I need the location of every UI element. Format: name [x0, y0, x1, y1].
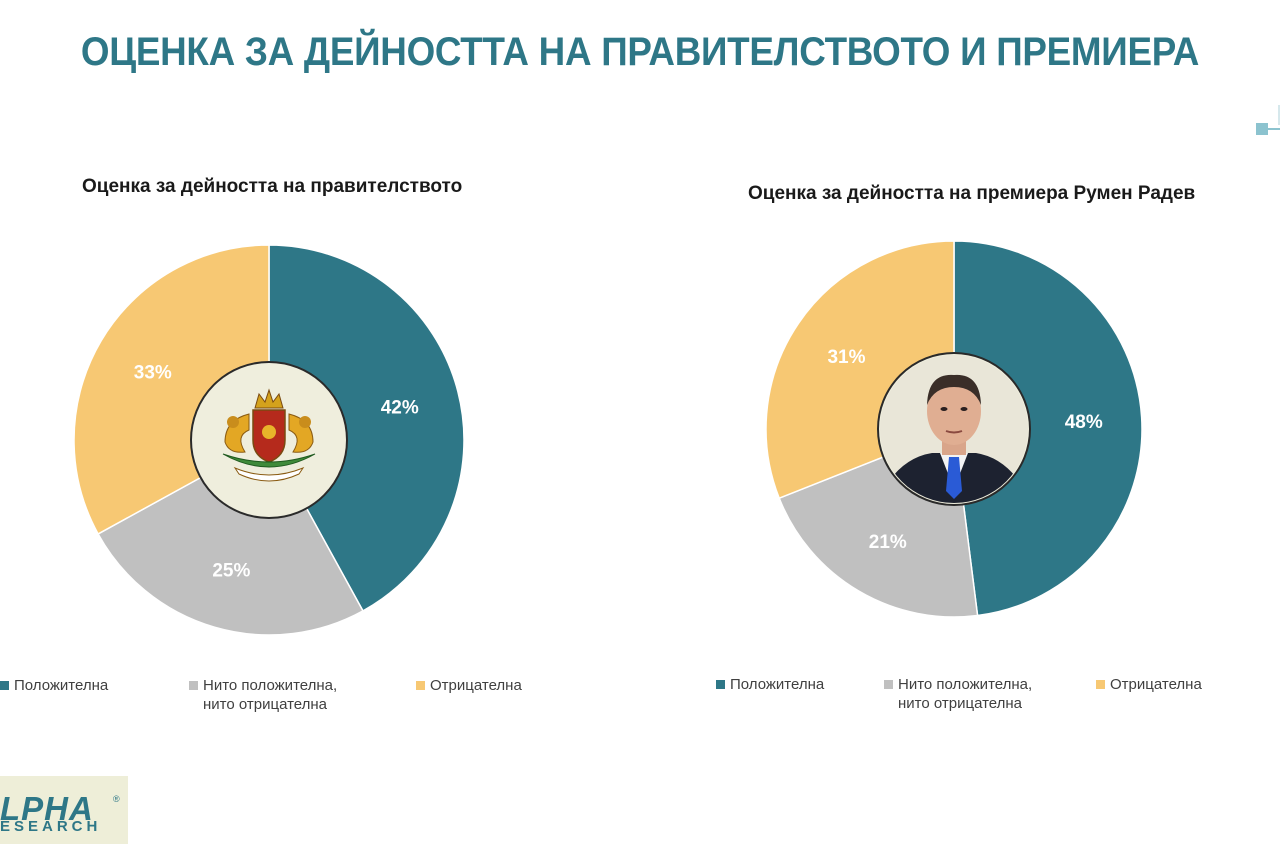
legend-item-neutral: Нито положителна, нито отрицателна: [189, 676, 363, 714]
legend-swatch-negative: [416, 681, 425, 690]
pie-slice-neutral: [97, 438, 364, 636]
legend-label: Нито положителна,: [898, 676, 1033, 693]
legend-label: Положителна: [14, 677, 109, 694]
data-label-positive: 48%: [1065, 412, 1103, 433]
page-title: ОЦЕНКА ЗА ДЕЙНОСТТА НА ПРАВИТЕЛСТВОТО И …: [80, 30, 1200, 74]
legend-label-line2: нито отрицателна: [203, 696, 328, 713]
legend-swatch-neutral: [189, 681, 198, 690]
legend-swatch-positive: [716, 680, 725, 689]
legend-item-negative: Отрицателна: [416, 676, 590, 695]
legend-label: Отрицателна: [1110, 676, 1202, 693]
logo-text-top: LPHA: [0, 790, 94, 827]
data-label-negative: 33%: [134, 362, 172, 383]
chart-title-government: Оценка за дейността на правителството: [82, 176, 463, 197]
decorative-square: [1256, 123, 1268, 135]
pie-slice-positive: [268, 244, 465, 612]
chart-title-premier: Оценка за дейността на премиера Румен Ра…: [748, 183, 1196, 204]
legend-swatch-negative: [1096, 680, 1105, 689]
legend-swatch-neutral: [884, 680, 893, 689]
legend-label-line2: нито отрицателна: [898, 695, 1023, 712]
legend-label: Нито положителна,: [203, 677, 338, 694]
logo-text-bottom: ESEARCH: [0, 818, 102, 835]
data-label-neutral: 25%: [212, 561, 250, 582]
data-label-neutral: 21%: [869, 532, 907, 553]
decorative-tick: [1278, 105, 1280, 125]
legend-label: Положителна: [730, 676, 825, 693]
legend-item-positive: Положителна: [716, 675, 890, 694]
coat-of-arms-icon: [222, 388, 316, 482]
alpha-research-logo: LPHA ® ESEARCH: [0, 776, 128, 844]
legend-item-neutral: Нито положителна, нито отрицателна: [884, 675, 1058, 713]
legend-item-positive: Положителна: [0, 676, 174, 695]
data-label-positive: 42%: [381, 397, 419, 418]
legend-label: Отрицателна: [430, 677, 522, 694]
decorative-line: [1266, 128, 1280, 130]
pie-slice-positive: [953, 240, 1143, 617]
legend-item-negative: Отрицателна: [1096, 675, 1270, 694]
legend-swatch-positive: [0, 681, 9, 690]
data-label-negative: 31%: [827, 347, 865, 368]
logo-registered-mark: ®: [113, 794, 120, 804]
